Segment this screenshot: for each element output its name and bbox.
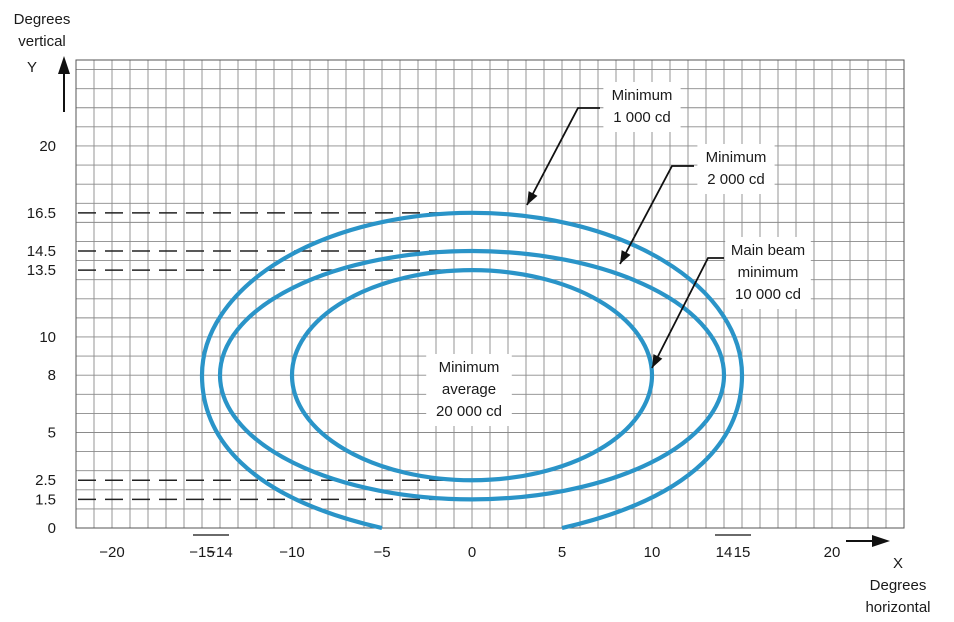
- curve-series-3: [289, 268, 655, 483]
- annotation-average-text: average: [442, 381, 496, 398]
- annotation-2000cd: Minimum 2 000 cd: [697, 144, 775, 194]
- annotation-average-text: Minimum: [439, 359, 500, 376]
- y-tick-label: 20: [39, 138, 56, 155]
- y-tick-label: 5: [48, 424, 56, 441]
- annotation-10000cd-bg: [725, 237, 811, 309]
- annotation-10000cd: Main beam minimum 10 000 cd: [725, 237, 811, 309]
- y-axis-arrow-head: [58, 56, 70, 74]
- tick-labels: 0 1.5 2.5 5 8 10 13.5 14.5 16.5 20 −20 −15−14 −10 −5 0…: [27, 138, 841, 561]
- annotation-10000cd-text: minimum: [738, 264, 799, 281]
- isocandela-curves: [199, 210, 745, 531]
- y-tick-label: 0: [48, 520, 56, 537]
- arrow-10000cd-head: [652, 354, 663, 368]
- x-tick-label: 15: [734, 544, 751, 561]
- annotation-1000cd-text: 1 000 cd: [613, 109, 671, 126]
- x-axis-label: Degrees: [870, 577, 927, 594]
- annotation-2000cd-text: Minimum: [706, 149, 767, 166]
- x-tick-label: −14: [207, 544, 232, 561]
- annotation-1000cd-bg: [603, 82, 681, 132]
- annotation-2000cd-text: 2 000 cd: [707, 171, 765, 188]
- y-tick-label: 13.5: [27, 262, 56, 279]
- x-tick-label: 5: [558, 544, 566, 561]
- y-tick-label: 1.5: [35, 491, 56, 508]
- annotation-10000cd-text: 10 000 cd: [735, 286, 801, 303]
- arrow-1000cd: [526, 107, 600, 206]
- y-axis-letter: Y: [27, 59, 37, 76]
- annotation-average-text: 20 000 cd: [436, 403, 502, 420]
- x-tick-label: −5: [373, 544, 390, 561]
- y-tick-label: 14.5: [27, 243, 56, 260]
- annotation-10000cd-text: Main beam: [731, 242, 805, 259]
- y-axis-label: Degrees: [14, 11, 71, 28]
- curve-series-1: [199, 210, 745, 531]
- y-tick-label: 8: [48, 367, 56, 384]
- x-tick-label: −10: [279, 544, 304, 561]
- arrow-2000cd: [619, 165, 694, 265]
- curve-series-2: [217, 248, 727, 502]
- annotation-average: Minimum average 20 000 cd: [426, 354, 512, 426]
- x-axis-arrow-head: [872, 535, 890, 547]
- annotation-average-bg: [426, 354, 512, 426]
- x-tick-label: −15: [189, 544, 214, 561]
- x-tick-label: 0: [468, 544, 476, 561]
- arrow-1000cd-head: [527, 191, 538, 205]
- dashed-reference-lines: [78, 212, 445, 501]
- y-tick-label: 16.5: [27, 205, 56, 222]
- annotation-1000cd-text: Minimum: [612, 87, 673, 104]
- x-tick-label: 14: [716, 544, 733, 561]
- y-tick-label: 2.5: [35, 472, 56, 489]
- arrow-2000cd-head: [620, 250, 631, 264]
- y-axis-label: vertical: [18, 33, 66, 50]
- plot-border: [75, 59, 905, 529]
- annotation-2000cd-bg: [697, 144, 775, 194]
- grid-lines: [75, 59, 905, 529]
- x-tick-label: 10: [644, 544, 661, 561]
- x-tick-label: 20: [824, 544, 841, 561]
- x-axis-letter: X: [893, 555, 903, 572]
- annotations: Minimum 1 000 cd Minimum 2 000 cd Main beam m…: [426, 82, 811, 426]
- arrow-10000cd: [651, 257, 724, 369]
- x-axis-label: horizontal: [865, 599, 930, 616]
- x-tick-label: −20: [99, 544, 124, 561]
- annotation-1000cd: Minimum 1 000 cd: [603, 82, 681, 132]
- axes: Degrees vertical Y X Degrees horizontal: [14, 11, 931, 616]
- y-tick-label: 10: [39, 329, 56, 346]
